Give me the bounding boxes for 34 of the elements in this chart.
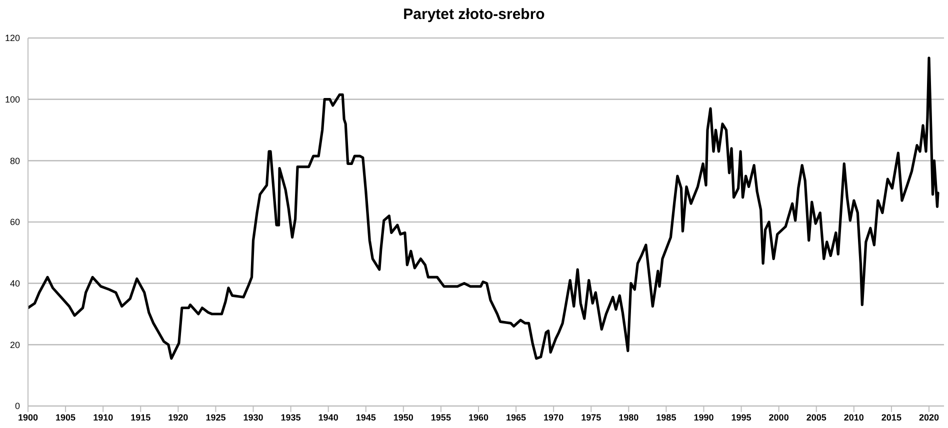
y-tick-label: 80: [10, 156, 20, 166]
x-tick-label: 1905: [56, 412, 76, 422]
x-tick-label: 1980: [618, 412, 639, 422]
x-tick-label: 1985: [656, 412, 676, 422]
y-tick-label: 60: [10, 217, 20, 228]
y-tick-label: 20: [10, 340, 20, 350]
chart-title: Parytet złoto-srebro: [402, 6, 546, 23]
x-tick-label: 1995: [731, 412, 752, 422]
x-tick-label: 1955: [430, 412, 451, 422]
x-tick-label: 1970: [544, 412, 564, 422]
y-tick-label: 40: [10, 278, 20, 289]
x-tick-label: 1925: [206, 412, 226, 422]
x-tick-label: 1900: [18, 412, 38, 422]
line-series: [28, 56, 940, 360]
x-tick-label: 2020: [918, 412, 939, 422]
x-tick-label: 2015: [881, 412, 902, 422]
x-tick-label: 1975: [581, 412, 602, 422]
y-tick-label: 0: [14, 401, 20, 412]
x-tick-label: 2000: [768, 412, 789, 422]
x-tick-label: 1910: [93, 412, 114, 422]
x-tick-label: 1945: [356, 412, 376, 422]
x-tick-label: 2005: [806, 412, 826, 422]
x-tick-label: 1920: [168, 412, 188, 422]
x-tick-label: 1940: [318, 412, 338, 422]
x-tick-label: 1950: [393, 412, 414, 422]
x-tick-label: 1960: [468, 412, 489, 422]
x-tick-label: 2010: [844, 412, 864, 422]
x-tick-label: 1935: [280, 412, 301, 422]
x-tick-label: 1965: [506, 412, 526, 422]
y-tick-label: 120: [4, 33, 20, 44]
y-tick-label: 100: [4, 94, 20, 105]
x-tick-label: 1990: [694, 412, 714, 422]
x-tick-label: 1915: [130, 412, 151, 422]
x-tick-label: 1930: [243, 412, 264, 422]
